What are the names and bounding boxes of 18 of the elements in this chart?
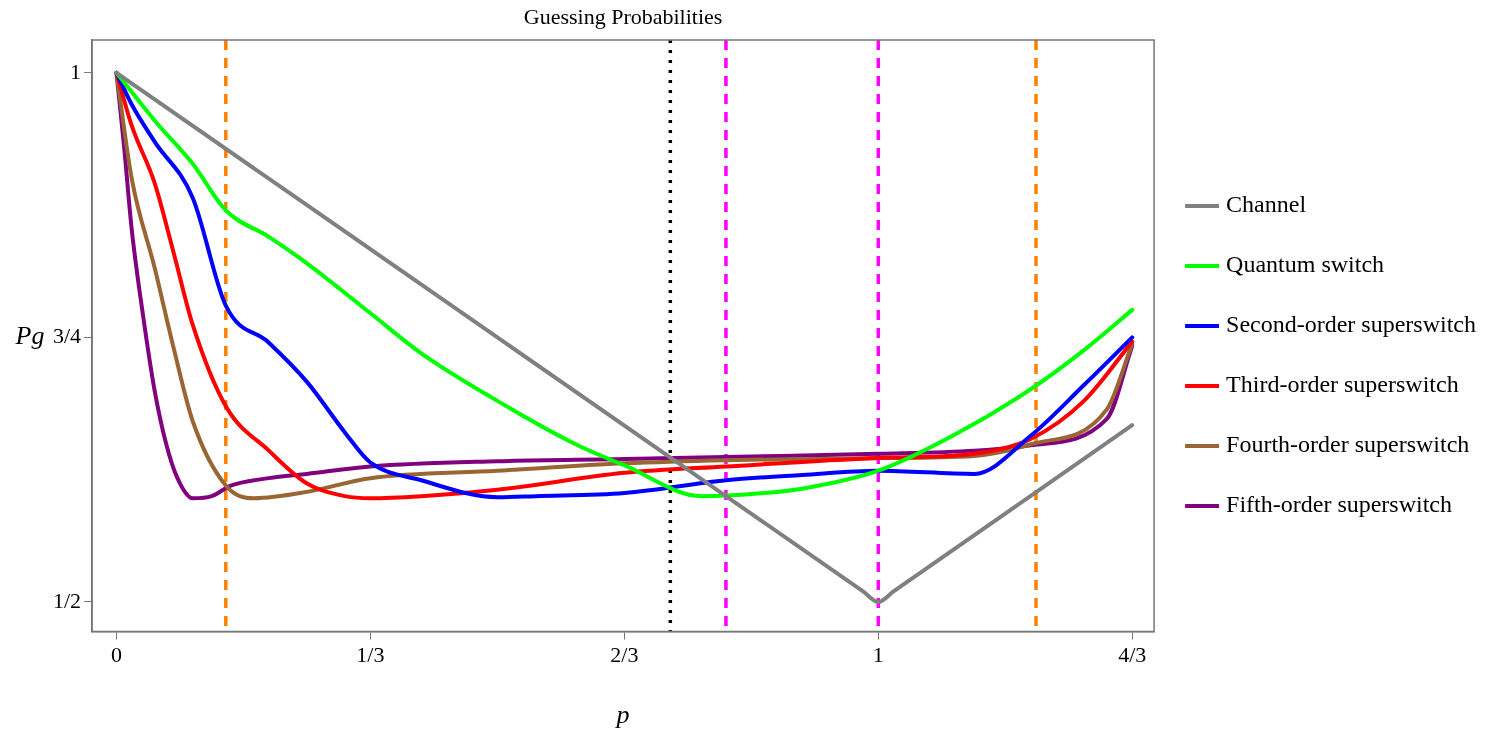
- x-tick-label: 1: [872, 641, 884, 667]
- legend-label: Third-order superswitch: [1226, 371, 1459, 398]
- line-series: [114, 70, 1135, 604]
- x-axis-title: p: [614, 700, 630, 730]
- y-tick-label: 1: [70, 58, 82, 84]
- x-tick-label: 0: [110, 641, 122, 667]
- y-tick-label: 1/2: [52, 587, 82, 613]
- legend-label: Fifth-order superswitch: [1226, 491, 1453, 518]
- x-tick-label: 2/3: [610, 641, 639, 667]
- legend-label: Fourth-order superswitch: [1226, 431, 1470, 458]
- legend-label: Second-order superswitch: [1226, 311, 1477, 338]
- x-tick-label: 4/3: [1118, 641, 1147, 667]
- legend-label: Channel: [1226, 191, 1307, 218]
- x-tick-label: 1/3: [356, 641, 385, 667]
- chart-title: Guessing Probabilities: [523, 3, 723, 29]
- y-axis-title: Pg: [14, 321, 45, 351]
- y-tick-label: 3/4: [52, 323, 82, 349]
- legend-label: Quantum switch: [1226, 251, 1385, 278]
